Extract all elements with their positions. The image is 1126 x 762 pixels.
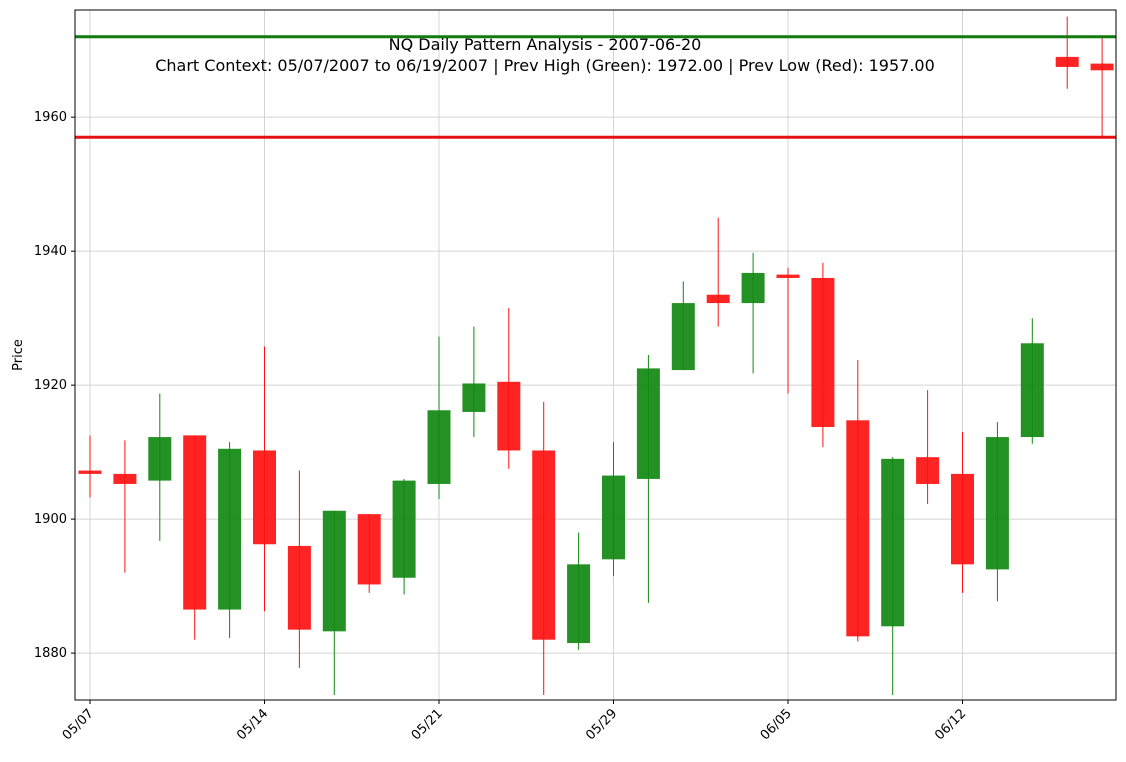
candle-body bbox=[497, 381, 521, 451]
candle-body bbox=[881, 458, 905, 627]
candle bbox=[1055, 16, 1079, 89]
y-tick-label: 1940 bbox=[34, 244, 67, 259]
candle-body bbox=[532, 450, 556, 640]
x-tick-label: 05/21 bbox=[409, 706, 446, 743]
x-tick-label: 06/05 bbox=[758, 706, 795, 743]
candle bbox=[706, 217, 730, 327]
reference-lines-layer bbox=[75, 35, 1116, 139]
candle bbox=[1020, 318, 1044, 444]
candle-body bbox=[287, 545, 311, 630]
candle bbox=[881, 457, 905, 695]
candle bbox=[916, 390, 940, 505]
candle-body bbox=[113, 473, 137, 484]
candle bbox=[322, 510, 346, 695]
candles-layer bbox=[78, 16, 1114, 695]
candle-body bbox=[148, 437, 172, 481]
x-tick-label: 05/29 bbox=[583, 706, 620, 743]
candle-body bbox=[951, 473, 974, 565]
candle-body bbox=[462, 383, 486, 412]
candle bbox=[1090, 36, 1114, 138]
candle-body bbox=[741, 272, 765, 304]
x-tick-label: 05/14 bbox=[234, 706, 271, 743]
candle-body bbox=[811, 277, 835, 428]
candle bbox=[776, 267, 800, 394]
x-tick-label: 05/07 bbox=[60, 706, 97, 743]
grid-layer bbox=[75, 10, 1116, 700]
candle bbox=[78, 435, 102, 498]
y-axis: 1880 1900 1920 1940 1960 bbox=[34, 110, 75, 661]
candle-body bbox=[1055, 56, 1079, 67]
candle bbox=[427, 336, 451, 500]
candle bbox=[846, 360, 870, 642]
candle bbox=[985, 421, 1009, 602]
candle-body bbox=[636, 368, 660, 479]
candle-body bbox=[916, 457, 940, 484]
y-tick-label: 1960 bbox=[34, 110, 67, 125]
y-tick-label: 1880 bbox=[34, 646, 67, 661]
candle-body bbox=[78, 470, 102, 474]
candle bbox=[218, 442, 242, 639]
candle bbox=[148, 393, 172, 541]
candle bbox=[951, 432, 974, 593]
candle-body bbox=[357, 514, 381, 585]
candle bbox=[602, 442, 625, 577]
candle bbox=[357, 514, 381, 593]
candle bbox=[497, 308, 521, 469]
candle-body bbox=[671, 303, 695, 371]
candle-body bbox=[218, 448, 242, 610]
chart-subtitle: Chart Context: 05/07/2007 to 06/19/2007 … bbox=[155, 56, 935, 75]
candle bbox=[811, 262, 835, 448]
candle-body bbox=[846, 420, 870, 637]
candle bbox=[636, 355, 660, 603]
candle bbox=[287, 470, 311, 669]
candle-body bbox=[776, 274, 800, 278]
candle-body bbox=[183, 435, 207, 610]
candle bbox=[113, 440, 137, 573]
candle bbox=[671, 281, 695, 371]
candle-body bbox=[427, 410, 451, 484]
chart-title: NQ Daily Pattern Analysis - 2007-06-20 bbox=[389, 35, 702, 54]
candle-body bbox=[602, 475, 625, 560]
y-axis-label: Price bbox=[11, 339, 26, 371]
candle-body bbox=[322, 510, 346, 632]
x-axis: 05/07 05/14 05/21 05/29 06/05 06/12 bbox=[60, 700, 969, 743]
candle-body bbox=[1020, 343, 1044, 438]
candle-body bbox=[985, 437, 1009, 570]
x-tick-label: 06/12 bbox=[932, 706, 969, 743]
candle-body bbox=[706, 294, 730, 304]
y-tick-label: 1900 bbox=[34, 512, 67, 527]
candle bbox=[392, 478, 416, 595]
candle-body bbox=[567, 564, 591, 644]
candle bbox=[741, 252, 765, 374]
candle bbox=[183, 435, 207, 640]
candle bbox=[532, 401, 556, 695]
y-tick-label: 1920 bbox=[34, 378, 67, 393]
plot-frame bbox=[74, 9, 1117, 701]
candle-body bbox=[392, 480, 416, 578]
candle bbox=[253, 346, 276, 612]
candle-body bbox=[1090, 63, 1114, 71]
candle-body bbox=[253, 450, 276, 545]
candle bbox=[567, 532, 591, 650]
candle bbox=[462, 326, 486, 438]
